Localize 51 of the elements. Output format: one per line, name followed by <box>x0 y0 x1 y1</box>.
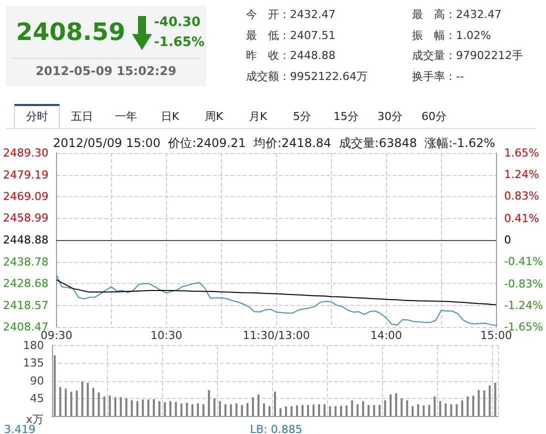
y-tick-label: 2479.19 <box>2 168 48 182</box>
y2-tick-label: 0 <box>504 234 512 246</box>
y-tick-label: 180 <box>23 339 44 352</box>
x-tick-label: 10:30 <box>150 329 182 342</box>
y-tick-label: 2418.57 <box>2 298 48 312</box>
text: 今 开：2432.47 <box>246 7 336 22</box>
text: 周K <box>204 109 224 125</box>
text: -40.30 <box>154 15 201 30</box>
y-tick-label: 45 <box>30 392 44 405</box>
text: 30分 <box>376 109 404 125</box>
y2-tick-label: 1.65% <box>504 146 540 160</box>
x-tick-label: 09:30 <box>40 329 72 342</box>
text: 振 幅：1.02% <box>412 28 491 42</box>
y2-tick-label: -0.83% <box>504 277 544 290</box>
y2-tick-label: -1.24% <box>504 298 544 312</box>
text: 月K <box>248 109 268 125</box>
text: 昨 收：2448.88 <box>246 48 336 63</box>
x-tick-label: 14:00 <box>370 329 402 342</box>
y2-tick-label: 0.83% <box>504 190 540 203</box>
text: 5分 <box>292 109 312 125</box>
text: 日K <box>160 109 180 125</box>
text: -1.65% <box>154 35 204 50</box>
text: 3.419 <box>4 423 36 434</box>
y-tick-label: 2458.99 <box>2 212 48 225</box>
text: 成交额：9952122.64万 <box>246 68 368 84</box>
text: 15分 <box>332 109 360 125</box>
y2-tick-label: 1.24% <box>504 168 540 182</box>
y-tick-label: 2448.88 <box>2 234 48 247</box>
text: 2012-05-09 15:02:29 <box>34 64 178 78</box>
text: 换手率：-- <box>412 68 464 84</box>
text: x万 <box>26 413 44 426</box>
y-tick-label: 2489.30 <box>2 146 48 160</box>
y-tick-label: 135 <box>23 356 44 370</box>
text: 最 高：2432.47 <box>412 7 502 22</box>
y2-tick-label: 0.41% <box>504 212 540 225</box>
y-tick-label: 2469.09 <box>2 190 48 204</box>
text: 五日 <box>70 109 94 125</box>
x-tick-label: 11:30/13:00 <box>242 329 310 342</box>
text: 成交量：97902212手 <box>412 48 523 63</box>
y-tick-label: 90 <box>30 374 44 388</box>
text: 最 低：2407.51 <box>246 28 336 42</box>
text: 60分 <box>420 109 448 125</box>
text: LB: 0.885 <box>250 423 302 434</box>
chart-title: 2012/05/09 15:00 价位:2409.21 均价:2418.84 成交量:63848 涨幅:-1.62% <box>53 136 496 150</box>
x-tick-label: 15:00 <box>480 329 512 342</box>
text: 分时 <box>14 104 60 128</box>
y2-tick-label: -0.41% <box>504 255 544 268</box>
text: 2408.59 <box>16 18 126 46</box>
text: 一年 <box>114 109 138 125</box>
y-tick-label: 2428.68 <box>2 276 48 290</box>
y-tick-label: 2438.78 <box>2 255 48 268</box>
